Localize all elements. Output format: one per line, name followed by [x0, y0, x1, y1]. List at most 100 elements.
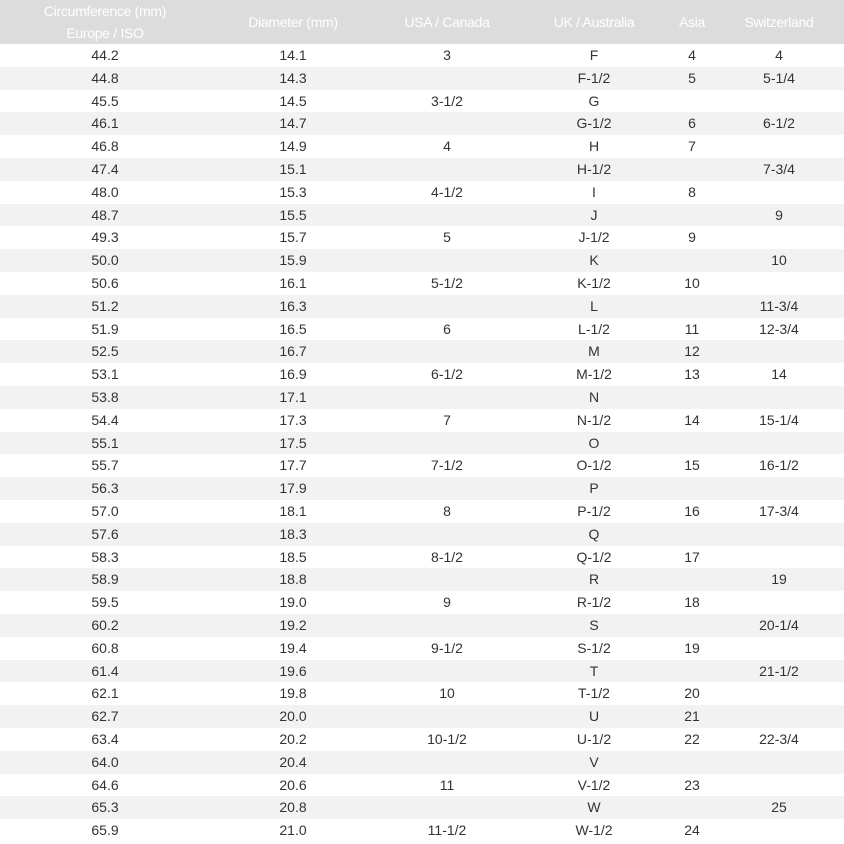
cell-circumference: 60.8 — [91, 639, 119, 656]
cell-usa-canada: 11-1/2 — [427, 822, 467, 839]
table-row: 62.7 20.0 U 21 — [0, 705, 844, 728]
cell-usa-canada: 4-1/2 — [431, 183, 463, 200]
table-row: 46.1 14.7 G-1/2 6 6-1/2 — [0, 112, 844, 136]
cell-usa-canada — [376, 157, 518, 181]
cell-diameter: 19.8 — [279, 685, 307, 702]
cell-switzerland — [714, 477, 844, 500]
cell-asia: 18 — [684, 594, 700, 611]
cell-circumference: 64.0 — [0, 750, 210, 774]
cell-uk-australia: K-1/2 — [577, 274, 611, 291]
cell-circumference: 57.6 — [0, 522, 210, 546]
cell-uk-australia: U — [518, 705, 670, 728]
cell-uk-australia: N-1/2 — [576, 411, 612, 428]
cell-switzerland: 11-3/4 — [714, 294, 844, 318]
cell-circumference: 65.3 — [0, 796, 210, 820]
cell-circumference: 58.9 — [0, 568, 210, 592]
cell-asia: 16 — [684, 502, 700, 519]
cell-switzerland: 16-1/2 — [759, 457, 799, 474]
cell-diameter: 15.7 — [279, 229, 307, 246]
cell-diameter: 16.1 — [279, 274, 307, 291]
cell-asia — [670, 249, 714, 272]
cell-asia — [670, 203, 714, 227]
cell-switzerland — [714, 135, 844, 158]
cell-asia — [670, 294, 714, 318]
cell-diameter: 17.1 — [210, 385, 376, 409]
cell-switzerland — [714, 637, 844, 660]
cell-diameter: 20.8 — [210, 796, 376, 820]
cell-uk-australia: W-1/2 — [575, 822, 613, 839]
cell-asia — [670, 477, 714, 500]
cell-asia — [670, 659, 714, 683]
cell-usa-canada — [376, 112, 518, 136]
cell-switzerland — [714, 819, 844, 842]
cell-usa-canada — [376, 249, 518, 272]
cell-uk-australia: K — [518, 249, 670, 272]
header-uk-australia: UK / Australia — [518, 0, 670, 44]
table-row: 47.4 15.1 H-1/2 7-3/4 — [0, 157, 844, 181]
cell-usa-canada — [376, 750, 518, 774]
table-row: 58.3 18.5 8-1/2 Q-1/2 17 — [0, 546, 844, 569]
cell-diameter: 16.5 — [279, 320, 307, 337]
cell-diameter: 19.0 — [279, 594, 307, 611]
cell-switzerland — [714, 682, 844, 705]
cell-switzerland — [714, 340, 844, 364]
cell-usa-canada: 7 — [443, 411, 451, 428]
cell-diameter: 17.9 — [210, 477, 376, 500]
cell-asia — [670, 431, 714, 455]
cell-circumference: 46.8 — [91, 138, 119, 155]
header-diameter: Diameter (mm) — [210, 0, 376, 44]
cell-diameter: 14.7 — [210, 112, 376, 136]
cell-uk-australia: S-1/2 — [577, 639, 611, 656]
cell-uk-australia: H — [588, 138, 600, 155]
cell-switzerland — [714, 385, 844, 409]
cell-usa-canada — [376, 385, 518, 409]
cell-usa-canada: 3 — [443, 47, 451, 63]
cell-diameter: 20.0 — [210, 705, 376, 728]
cell-usa-canada — [376, 522, 518, 546]
cell-circumference: 50.6 — [91, 274, 119, 291]
cell-asia — [670, 157, 714, 181]
cell-diameter: 19.2 — [210, 613, 376, 637]
cell-uk-australia: R — [518, 568, 670, 592]
cell-circumference: 53.1 — [91, 366, 119, 383]
cell-circumference: 54.4 — [91, 411, 119, 428]
cell-usa-canada — [376, 477, 518, 500]
cell-circumference: 46.1 — [0, 112, 210, 136]
cell-asia — [670, 568, 714, 592]
cell-circumference: 58.3 — [91, 548, 119, 565]
cell-asia: 23 — [684, 776, 700, 793]
cell-diameter: 20.2 — [279, 730, 307, 747]
cell-uk-australia: R-1/2 — [576, 594, 612, 611]
cell-uk-australia: U-1/2 — [576, 730, 612, 747]
cell-asia — [670, 385, 714, 409]
cell-diameter: 21.0 — [279, 822, 307, 839]
cell-uk-australia: L — [518, 294, 670, 318]
cell-usa-canada — [376, 340, 518, 364]
cell-diameter: 18.5 — [279, 548, 307, 565]
cell-switzerland — [714, 705, 844, 728]
cell-diameter: 18.8 — [210, 568, 376, 592]
cell-diameter: 14.3 — [210, 66, 376, 90]
cell-uk-australia: I — [592, 183, 596, 200]
cell-circumference: 65.9 — [91, 822, 119, 839]
cell-uk-australia: F-1/2 — [518, 66, 670, 90]
table-row: 55.1 17.5 O — [0, 431, 844, 455]
table-row: 57.0 18.1 8 P-1/2 16 17-3/4 — [0, 500, 844, 523]
table-row: 45.5 14.5 3-1/2 G — [0, 90, 844, 113]
table-row: 49.3 15.7 5 J-1/2 9 — [0, 226, 844, 249]
cell-diameter: 15.1 — [210, 157, 376, 181]
cell-asia: 10 — [684, 274, 700, 291]
cell-uk-australia: W — [518, 796, 670, 820]
cell-usa-canada: 7-1/2 — [431, 457, 463, 474]
cell-uk-australia: O — [518, 431, 670, 455]
cell-diameter: 14.9 — [279, 138, 307, 155]
cell-circumference: 63.4 — [91, 730, 119, 747]
cell-usa-canada — [376, 568, 518, 592]
cell-diameter: 19.4 — [279, 639, 307, 656]
cell-diameter: 14.5 — [279, 92, 307, 109]
cell-uk-australia: H-1/2 — [518, 157, 670, 181]
cell-uk-australia: N — [518, 385, 670, 409]
cell-circumference: 55.1 — [0, 431, 210, 455]
cell-asia: 8 — [688, 183, 696, 200]
cell-usa-canada: 8 — [443, 502, 451, 519]
